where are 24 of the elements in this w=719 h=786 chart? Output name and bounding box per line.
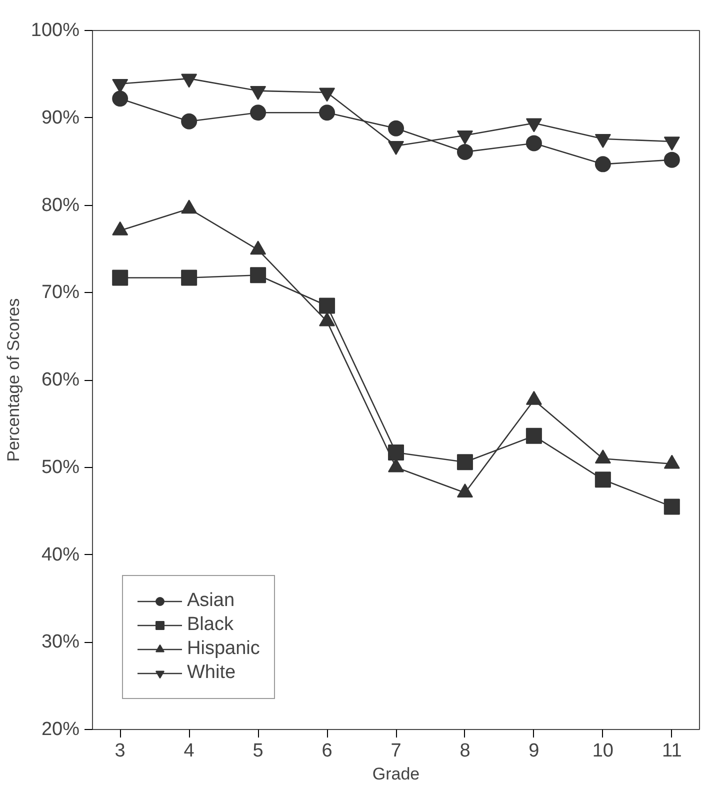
x-axis-title: Grade [372, 764, 420, 784]
x-tick-label: 8 [460, 740, 470, 762]
y-tick-label: 50% [41, 456, 80, 478]
x-tick-label: 3 [114, 740, 126, 762]
y-tick-label: 30% [41, 632, 80, 653]
y-tick-label: 60% [41, 370, 80, 390]
x-tick-label: 4 [184, 740, 195, 762]
x-tick-label: 10 [592, 740, 614, 762]
x-tick-label: 5 [252, 740, 264, 762]
y-tick-label: 90% [41, 107, 80, 128]
x-tick-label: 7 [390, 740, 402, 762]
y-tick-label: 70% [41, 282, 80, 304]
x-tick-label: 9 [528, 740, 540, 762]
y-tick-label: 40% [41, 544, 80, 566]
legend-label: White [187, 662, 236, 684]
y-tick-label: 20% [41, 719, 80, 740]
y-axis-title: Percentage of Scores [4, 298, 23, 462]
x-tick-label: 6 [322, 740, 332, 762]
y-tick-label: 80% [41, 194, 80, 216]
x-tick-label: 11 [662, 740, 682, 762]
y-tick-label: 100% [30, 20, 80, 41]
legend-label: Hispanic [187, 638, 260, 660]
legend-label: Black [187, 614, 234, 636]
legend-label: Asian [187, 590, 235, 612]
